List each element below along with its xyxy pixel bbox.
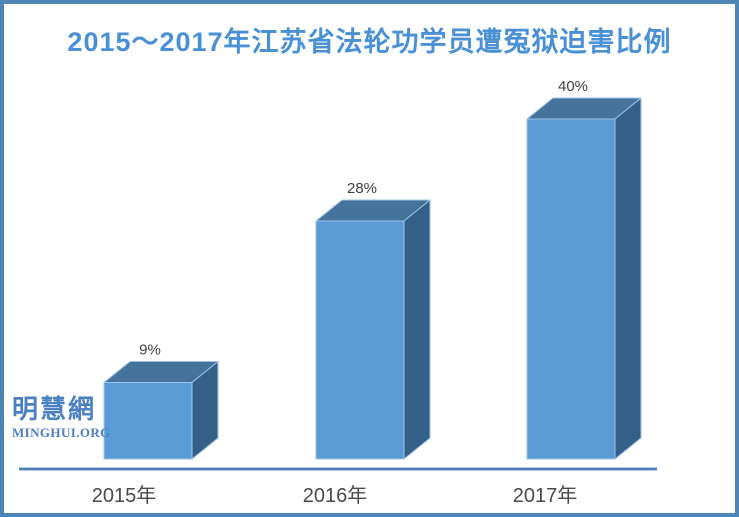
x-axis-label-2017: 2017年 bbox=[512, 485, 578, 507]
x-axis-label-2016: 2016年 bbox=[302, 485, 368, 507]
bar-2015-front-face bbox=[103, 382, 193, 460]
bar-2016-side-face bbox=[403, 199, 431, 460]
bar-2016-front-face bbox=[315, 220, 405, 460]
x-axis-line bbox=[19, 468, 657, 470]
bar-2016-value-label: 28% bbox=[347, 180, 377, 197]
minghui-watermark: 明慧網 MINGHUI.ORG bbox=[12, 396, 111, 439]
watermark-cjk-text: 明慧網 bbox=[12, 394, 97, 424]
chart-title: 2015～2017年江苏省法轮功学员遭冤狱迫害比例 bbox=[67, 27, 672, 57]
bars-svg: 9% 28% 40% bbox=[103, 78, 642, 460]
bar-2015-value-label: 9% bbox=[139, 342, 161, 359]
watermark-latin-text: MINGHUI.ORG bbox=[12, 425, 111, 440]
bar-2017-value-label: 40% bbox=[558, 78, 588, 95]
bar-2017-side-face bbox=[614, 97, 642, 460]
bar-2017-front-face bbox=[526, 118, 616, 460]
x-axis-label-2015: 2015年 bbox=[91, 485, 157, 507]
